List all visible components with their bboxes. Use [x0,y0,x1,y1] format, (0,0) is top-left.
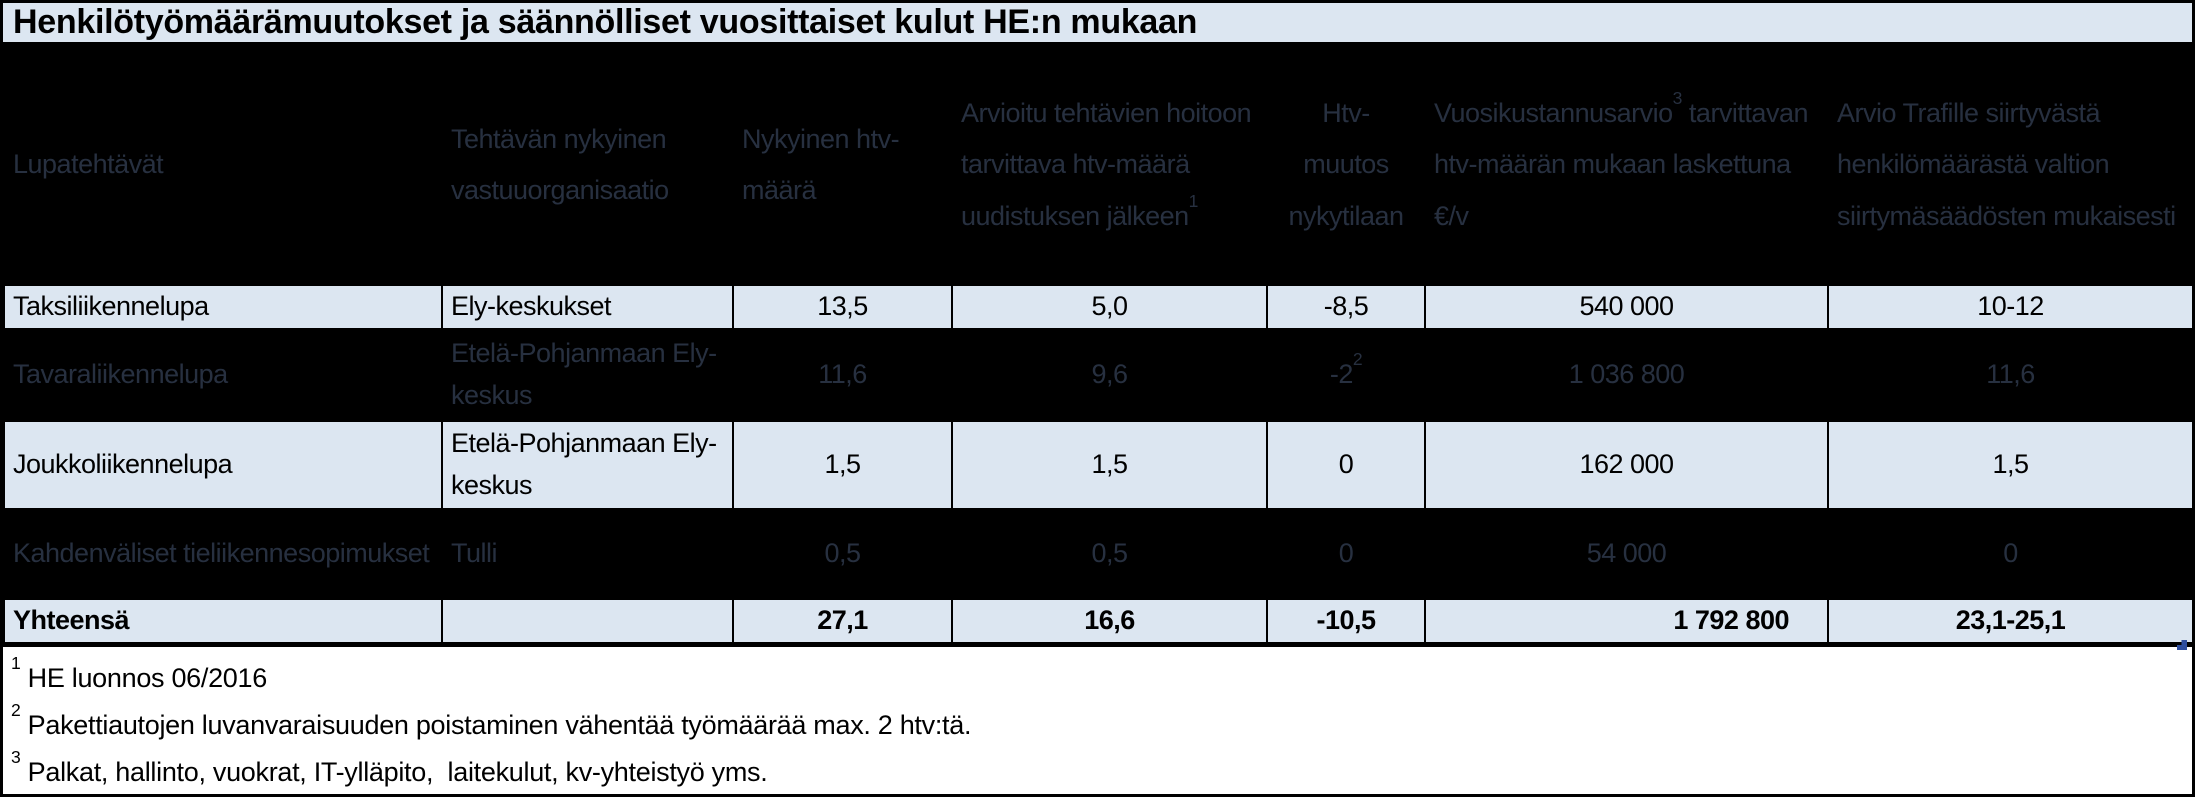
footnote-2: 2 Pakettiautojen luvanvaraisuuden poista… [11,699,2192,749]
table-cell: 0 [1266,419,1426,510]
table-cell: Tavaraliikennelupa [3,327,443,422]
table-title: Henkilötyömäärämuutokset ja säännölliset… [3,3,2192,44]
footnote-ref-2: 2 [1352,349,1363,370]
footnote-1-text: HE luonnos 06/2016 [27,662,268,693]
footnote-1: 1 HE luonnos 06/2016 [11,652,2192,702]
footnote-2-marker: 2 [11,699,21,720]
footnote-ref-3: 3 [1672,88,1683,109]
table-cell: Joukkoliikennelupa [3,419,443,510]
table-cell: Taksiliikennelupa [3,284,443,330]
header-cell-lupatehtavat: Lupatehtävät [3,44,443,286]
header-cell-vastuuorganisaatio: Tehtävän nykyinen vastuuorganisaatio [441,44,734,286]
footnotes-section: 1 HE luonnos 06/2016 2 Pakettiautojen lu… [3,643,2192,794]
footnote-3-marker: 3 [11,746,21,767]
table-cell: 23,1-25,1 [1827,597,2192,644]
table-cell: 0 [1266,507,1426,600]
table-cell: 1,5 [951,419,1268,510]
header-cell-htv-muutos: Htv-muutos nykytilaan [1266,44,1426,286]
table-cell: Kahdenväliset tieliikennesopimukset [3,507,443,600]
row-yhteensa-total: Yhteensä 27,1 16,6 -10,5 1 792 800 23,1-… [3,597,2192,644]
table-cell: 11,6 [1827,327,2192,422]
table-cell: Etelä-Pohjanmaan Ely-keskus [441,419,734,510]
footnote-3: 3 Palkat, hallinto, vuokrat, IT-ylläpito… [11,746,2192,794]
header-cell-vuosikustannusarvio: Vuosikustannusarvio3 tarvittavan htv-mää… [1424,44,1829,286]
row-taksiliikennelupa: Taksiliikennelupa Ely-keskukset 13,5 5,0… [3,284,2192,330]
row-kahdenvaliset-tieliikennesopimukset: Kahdenväliset tieliikennesopimukset Tull… [3,507,2192,600]
header-cell-arvioitu-htv: Arvioitu tehtävien hoitoon tarvittava ht… [951,44,1268,286]
header-row: Lupatehtävät Tehtävän nykyinen vastuuorg… [3,44,2192,286]
table-cell: 13,5 [732,284,953,330]
table-cell: 10-12 [1827,284,2192,330]
table-cell: Etelä-Pohjanmaan Ely-keskus [441,327,734,422]
table-cell: -22 [1266,327,1426,422]
table-cell [441,597,734,644]
table-cell: 162 000 [1424,419,1829,510]
table-cell: 1 792 800 [1424,597,1829,644]
table-cell: 16,6 [951,597,1268,644]
table-cell: Ely-keskukset [441,284,734,330]
table-cell: 54 000 [1424,507,1829,600]
footnote-ref-1: 1 [1188,190,1199,211]
footnote-2-text: Pakettiautojen luvanvaraisuuden poistami… [27,709,972,740]
table-cell: 11,6 [732,327,953,422]
table-cell: 0,5 [732,507,953,600]
table-cell: 540 000 [1424,284,1829,330]
table-cell: 0,5 [951,507,1268,600]
table-cell: 5,0 [951,284,1268,330]
footnote-1-marker: 1 [11,652,21,673]
header-cell-arvio-trafille: Arvio Trafille siirtyvästä henkilömääräs… [1827,44,2192,286]
table-cell: 0 [1827,507,2192,600]
row-joukkoliikennelupa: Joukkoliikennelupa Etelä-Pohjanmaan Ely-… [3,419,2192,510]
table-cell: -8,5 [1266,284,1426,330]
selection-fill-handle[interactable] [2177,640,2187,650]
table-cell: Yhteensä [3,597,443,644]
table-cell: -10,5 [1266,597,1426,644]
table-cell: Tulli [441,507,734,600]
table-cell: 1,5 [1827,419,2192,510]
table-cell: 1,5 [732,419,953,510]
row-tavaraliikennelupa: Tavaraliikennelupa Etelä-Pohjanmaan Ely-… [3,327,2192,422]
table-cell: 27,1 [732,597,953,644]
header-cell-nykyinen-htv: Nykyinen htv-määrä [732,44,953,286]
table-cell: 9,6 [951,327,1268,422]
data-table: Lupatehtävät Tehtävän nykyinen vastuuorg… [3,44,2192,644]
table-cell: 1 036 800 [1424,327,1829,422]
footnote-3-text: Palkat, hallinto, vuokrat, IT-ylläpito, … [27,756,768,787]
